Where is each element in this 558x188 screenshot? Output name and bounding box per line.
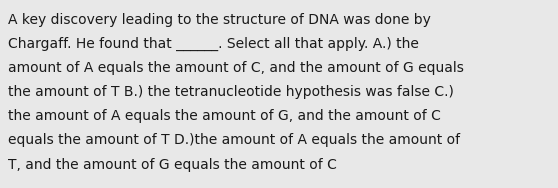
Text: equals the amount of T D.)the amount of A equals the amount of: equals the amount of T D.)the amount of … xyxy=(8,133,460,147)
Text: amount of A equals the amount of C, and the amount of G equals: amount of A equals the amount of C, and … xyxy=(8,61,464,75)
Text: A key discovery leading to the structure of DNA was done by: A key discovery leading to the structure… xyxy=(8,13,431,27)
Text: the amount of A equals the amount of G, and the amount of C: the amount of A equals the amount of G, … xyxy=(8,109,441,123)
Text: T, and the amount of G equals the amount of C: T, and the amount of G equals the amount… xyxy=(8,158,337,171)
Text: Chargaff. He found that ______. Select all that apply. A.) the: Chargaff. He found that ______. Select a… xyxy=(8,37,419,51)
Text: the amount of T B.) the tetranucleotide hypothesis was false C.): the amount of T B.) the tetranucleotide … xyxy=(8,85,454,99)
